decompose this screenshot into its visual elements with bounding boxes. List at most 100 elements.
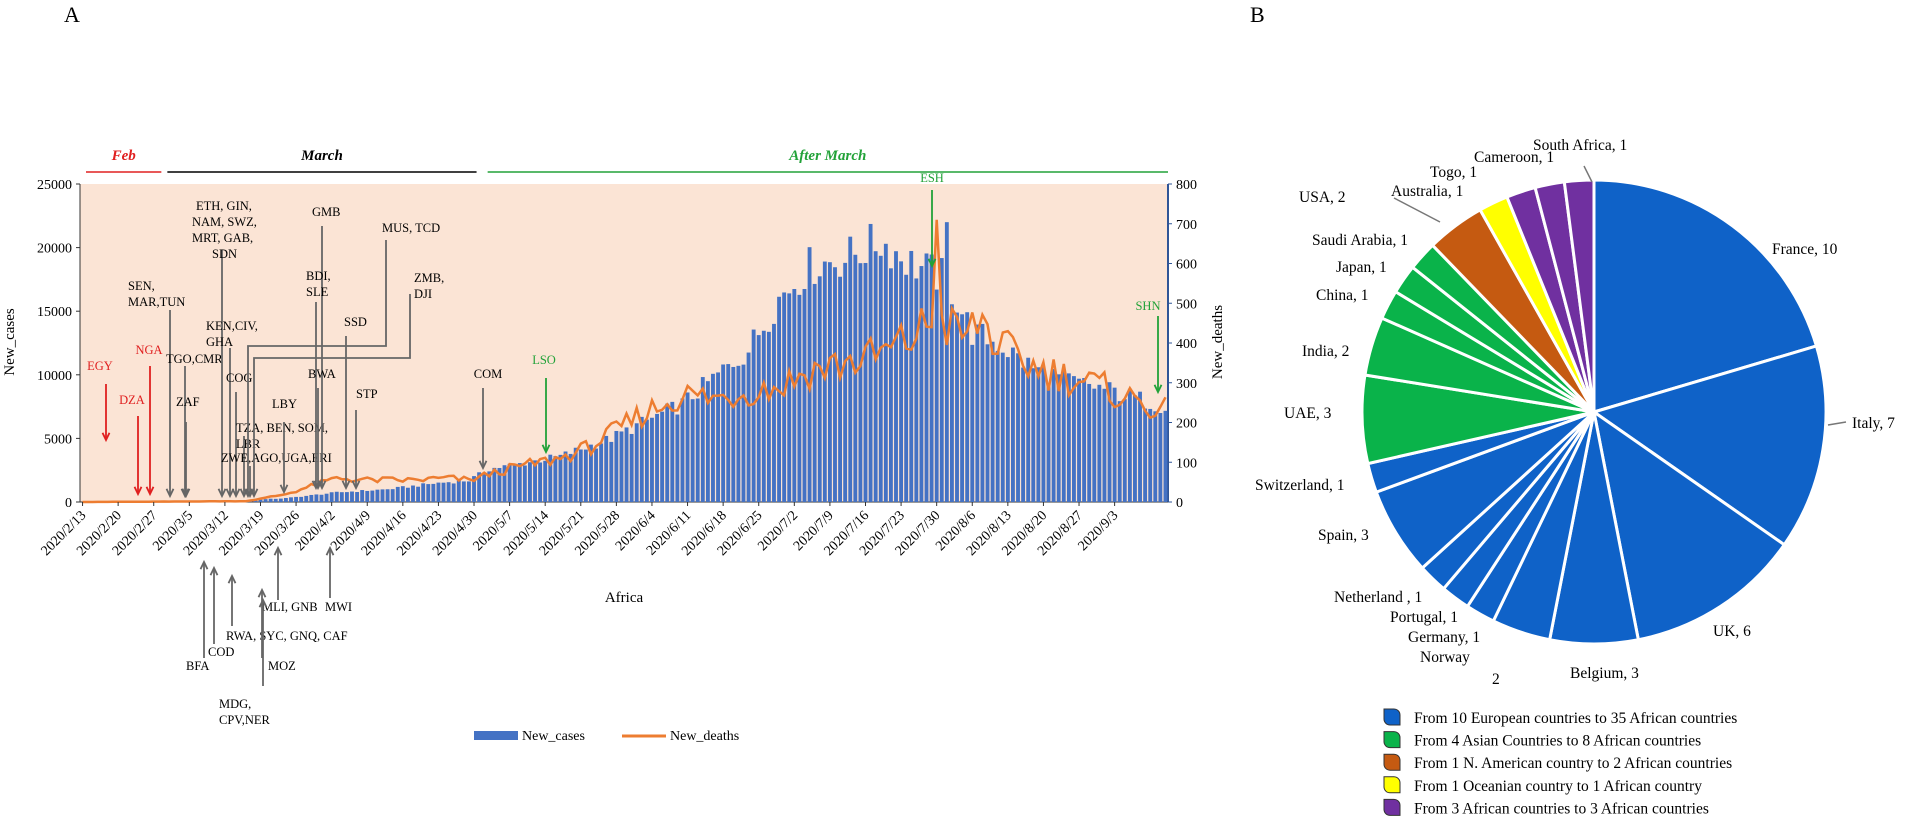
deaths-line xyxy=(82,219,1167,504)
cases-bar xyxy=(899,261,904,502)
cases-bar xyxy=(426,484,431,502)
panel-b-label: B xyxy=(1250,2,1265,27)
cases-bar xyxy=(467,481,471,502)
cases-bar xyxy=(670,401,675,502)
pie-slice-label: Italy, 7 xyxy=(1852,415,1895,432)
pie-slice-label: Japan, 1 xyxy=(1336,259,1387,276)
cases-bar xyxy=(1097,384,1102,502)
cases-bar xyxy=(746,352,751,502)
cases-bar xyxy=(868,223,873,502)
y2-tick-label: 200 xyxy=(1176,417,1197,432)
annotation-arrow-head xyxy=(927,258,937,269)
cases-bar xyxy=(416,486,421,502)
cases-bar xyxy=(919,266,924,502)
legend-label-cases: New_cases xyxy=(522,729,585,744)
annotation-arrow-line xyxy=(253,294,411,496)
cases-bar xyxy=(1087,383,1092,502)
annotation-arrow-head xyxy=(133,486,143,497)
cases-bar xyxy=(334,491,339,502)
period-label: After March xyxy=(788,148,866,164)
pie-legend-label: From 4 Asian Countries to 8 African coun… xyxy=(1414,733,1701,750)
annotation-label: CPV,NER xyxy=(219,713,270,727)
cases-bar xyxy=(405,487,410,502)
annotation-label: LBY xyxy=(272,397,297,411)
cases-bar xyxy=(1021,367,1026,502)
cases-bar xyxy=(522,465,527,502)
cases-bar xyxy=(573,447,578,502)
cases-bar xyxy=(283,497,288,502)
pie-slice-label: Togo, 1 xyxy=(1430,164,1477,181)
cases-bar xyxy=(685,392,690,502)
cases-bar xyxy=(817,276,822,502)
cases-bar xyxy=(299,496,304,502)
annotation-arrow-head xyxy=(227,573,237,584)
cases-bar xyxy=(665,403,670,502)
pie-slice-label: Saudi Arabia, 1 xyxy=(1312,232,1408,249)
pie-legend-swatch xyxy=(1383,798,1401,816)
cases-bar xyxy=(507,463,512,502)
cases-bar xyxy=(599,443,604,502)
cases-bar xyxy=(289,497,293,502)
cases-bar xyxy=(614,430,619,502)
cases-bar xyxy=(492,467,497,502)
cases-bar xyxy=(1061,369,1066,502)
cases-bar xyxy=(1148,408,1153,502)
cases-bar xyxy=(705,381,710,502)
cases-bar xyxy=(436,482,441,502)
annotation-arrow-head xyxy=(225,488,235,499)
annotation-label: GMB xyxy=(312,205,340,219)
y-axis-label: New_cases xyxy=(2,308,18,376)
cases-bar xyxy=(609,441,614,502)
cases-bar xyxy=(883,243,888,503)
y2-tick-label: 700 xyxy=(1176,218,1197,233)
cases-bar xyxy=(380,489,385,502)
cases-bar xyxy=(390,489,395,502)
cases-bar xyxy=(365,490,370,502)
cases-bar xyxy=(675,414,680,502)
cases-bar xyxy=(482,473,487,502)
cases-bar xyxy=(487,471,492,502)
cases-bar xyxy=(350,491,354,502)
annotation-arrow-head xyxy=(101,432,111,443)
cases-bar xyxy=(533,460,537,502)
cases-bar xyxy=(314,494,319,502)
cases-bar xyxy=(914,278,919,502)
pie-legend-label: From 10 European countries to 35 African… xyxy=(1414,710,1737,727)
cases-bar xyxy=(395,486,400,502)
cases-bar xyxy=(995,350,1000,502)
annotation-label: DJI xyxy=(414,287,432,301)
cases-bar xyxy=(777,296,781,502)
cases-bar xyxy=(751,329,756,502)
pie-slice-label: Spain, 3 xyxy=(1318,527,1369,544)
annotation-label: ESH xyxy=(920,171,944,185)
cases-bar xyxy=(1046,384,1051,502)
cases-bar xyxy=(1026,357,1031,502)
cases-bar xyxy=(655,413,659,502)
cases-bar xyxy=(980,323,985,502)
cases-bar xyxy=(843,262,848,502)
panel-a-label: A xyxy=(64,2,80,27)
annotation-label: SLE xyxy=(306,285,329,299)
cases-bar xyxy=(711,373,715,502)
annotation-label: MAR,TUN xyxy=(128,295,185,309)
pie-leader-line xyxy=(1583,165,1593,183)
annotation-label: BFA xyxy=(186,659,209,673)
pie-slice-extra-label: 2 xyxy=(1492,671,1500,688)
cases-bar xyxy=(461,481,466,502)
cases-bar xyxy=(1158,412,1163,502)
cases-bar xyxy=(278,498,283,502)
cases-bar xyxy=(929,254,934,502)
legend-label-deaths: New_deaths xyxy=(670,729,739,744)
pie-slice-label: India, 2 xyxy=(1302,343,1349,360)
cases-bar xyxy=(273,498,278,502)
annotation-arrow-head xyxy=(541,444,551,455)
cases-bar xyxy=(400,486,405,502)
cases-bar xyxy=(716,372,720,502)
period-label: March xyxy=(300,148,343,164)
chart-a-timeline: 0 5000 10000 15000 20000 25000 0 100 200 300 400 50… xyxy=(2,148,1226,744)
annotation-arrow-head xyxy=(313,480,323,491)
annotation-label: SHN xyxy=(1135,299,1160,313)
cases-bar xyxy=(975,324,980,502)
period-label: Feb xyxy=(111,148,137,164)
pie-slice-label: USA, 2 xyxy=(1299,189,1346,206)
